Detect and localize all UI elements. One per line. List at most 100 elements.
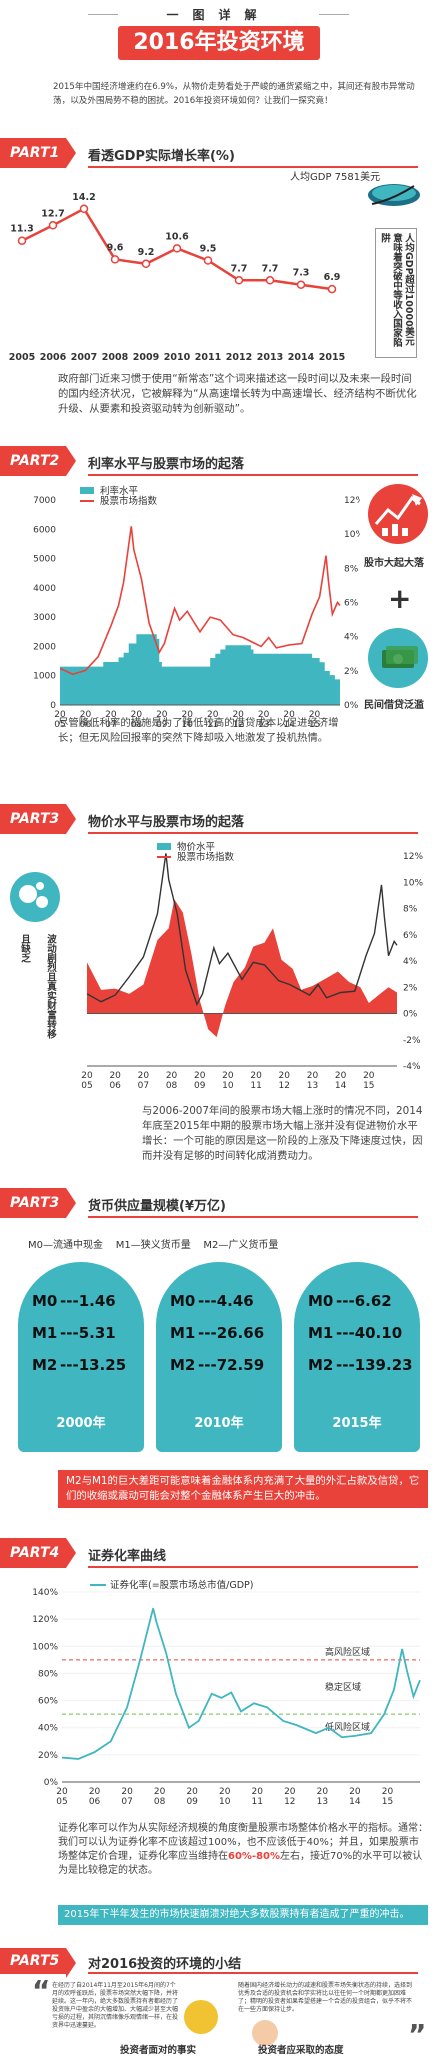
x-tick-label: 20 10 [222, 1071, 234, 1091]
part1-rule [88, 166, 418, 168]
gdp-value-label: 7.7 [231, 263, 248, 274]
quote-open: “ [32, 1974, 51, 2007]
right-tick-label: 8% [403, 905, 418, 915]
x-tick-label: 20 13 [307, 1071, 319, 1091]
x-tick-label: 20 10 [182, 710, 194, 730]
dash: --- [336, 1324, 355, 1342]
gdp-year-label: 2015 [319, 352, 345, 360]
part3b-tag: PART3 [0, 1188, 76, 1218]
lending-icon [368, 628, 428, 688]
gdp-point [17, 236, 27, 245]
part4-text-a: 证券化率可以作为从实际经济规模的角度衡量股票市场整体价格水平的指标。通常：我们可… [58, 1823, 428, 1862]
part4-text-b: 左右，接近70%的水平可以被认为是比较稳定的状态。 [58, 1851, 423, 1876]
part4-rule [88, 1566, 418, 1568]
quote-close: ” [408, 2018, 427, 2051]
dash: --- [60, 1324, 79, 1342]
gdp-year-label: 2011 [195, 352, 221, 360]
x-tick-label: 20 08 [154, 1787, 166, 1807]
m2-row: M2 ---13.25 [32, 1356, 136, 1374]
gdp-year-label: 2008 [102, 352, 129, 360]
m1-row: M1 ---5.31 [32, 1324, 136, 1342]
x-tick-label: 20 09 [156, 710, 168, 730]
left-tick-label: 0 [50, 701, 56, 711]
right-tick-label: 6% [344, 599, 359, 609]
part3-side-label: 波动剧烈且真实财富转移 [45, 934, 56, 1039]
m1-value: 26.66 [216, 1324, 265, 1342]
x-tick-label: 20 15 [309, 710, 321, 730]
m0-row: M0 ---1.46 [32, 1292, 136, 1310]
legend-price-text: 物价水平 [177, 841, 216, 853]
x-tick-label: 20 15 [363, 1071, 375, 1091]
m1-label: M1 [32, 1324, 58, 1342]
gdp-point [110, 255, 120, 264]
x-tick-label: 20 12 [284, 1787, 296, 1807]
x-tick-label: 20 11 [252, 1787, 264, 1807]
part3-title: 物价水平与股票市场的起落 [88, 815, 245, 830]
m0-value: 6.62 [354, 1292, 392, 1310]
right-tick-label: 4% [403, 957, 418, 967]
right-tick-label: -4% [403, 1062, 421, 1072]
gdp-point [327, 284, 337, 294]
right-tick-label: 8% [344, 564, 359, 574]
y-tick-label: 100% [32, 1642, 58, 1652]
gdp-point [172, 244, 182, 253]
part5-tag: PART5 [0, 1948, 76, 1978]
intro-text: 2015年中国经济增速约在6.9%，从物价走势看处于严峻的通货紧缩之中，其间还有… [53, 82, 415, 106]
m0-value: 1.46 [78, 1292, 116, 1310]
x-tick-label: 20 11 [250, 1071, 262, 1091]
x-tick-label: 20 12 [232, 710, 244, 730]
gdp-year-label: 2013 [257, 352, 283, 360]
y-tick-label: 140% [32, 1588, 58, 1598]
m2-label: M2 [308, 1356, 334, 1374]
m0-row: M0 ---6.62 [308, 1292, 412, 1310]
part4-text-highlight: 60%-80% [228, 1851, 281, 1862]
stock-index-line [86, 853, 398, 1007]
part2-text: 尽管降低利率的措施是为了降低较高的借贷成本以促进经济增长；但无风险回报率的突然下… [58, 717, 339, 744]
y-tick-label: 20% [38, 1751, 58, 1761]
dash: --- [198, 1356, 217, 1374]
y-tick-label: 40% [38, 1724, 58, 1734]
y-tick-label: 60% [38, 1697, 58, 1707]
right-caption: 投资者应采取的态度 [258, 2045, 344, 2056]
gdp-value-label: 9.5 [200, 244, 217, 255]
part4-note: 2015年下半年发生的市场快速崩溃对绝大多数股票持有者造成了严重的冲击。 [58, 1905, 428, 1925]
gdp-year-label: 2012 [226, 352, 252, 360]
dash: --- [336, 1356, 355, 1374]
zone-low-label: 低风险区域 [325, 1721, 370, 1733]
left-tick-label: 4000 [33, 584, 56, 594]
stock-crash-icon [368, 484, 428, 544]
m1-label: M1 [170, 1324, 196, 1342]
money-note: M2与M1的巨大差距可能意味着金融体系内充满了大量的外汇占款及信贷，它们的收缩或… [58, 1470, 428, 1508]
stock-index-line [59, 526, 341, 676]
gdp-value-label: 11.3 [10, 224, 33, 235]
x-tick-label: 20 10 [219, 1787, 231, 1807]
x-tick-label: 20 05 [56, 1787, 68, 1807]
dash: --- [198, 1324, 217, 1342]
money-column-2015: M0 ---6.62 M1 ---40.10 M2 ---139.23 2015年 [294, 1262, 420, 1452]
left-tick-label: 1000 [33, 672, 56, 682]
part3-text: 与2006-2007年间的股票市场大幅上涨时的情况不同，2014年底至2015年… [142, 1105, 423, 1162]
part5-left-text: 在经历了自2014年11月至2015年6月间的7个月的欢呼雀跃后，股票市场突然大… [52, 1982, 179, 2029]
column-year: 2010年 [194, 1416, 244, 1431]
money-column-2000: M0 ---1.46 M1 ---5.31 M2 ---13.25 2000年 [18, 1262, 144, 1452]
gdp-year-label: 2014 [288, 352, 315, 360]
right-tick-label: 0% [344, 701, 359, 711]
gdp-value-label: 14.2 [72, 192, 95, 203]
part2-tag: PART2 [0, 446, 76, 476]
securitization-chart: 0% 20% 40% 60% 80% 100% 120% 140% 高风险区域稳定区域低风险区域… [32, 1579, 421, 1807]
dash: --- [60, 1292, 79, 1310]
right-tick-label: 2% [403, 983, 418, 993]
x-tick-label: 20 08 [166, 1071, 178, 1091]
m2-label: M2 [170, 1356, 196, 1374]
gdp-year-label: 2007 [71, 352, 97, 360]
part3b-title: 货币供应量规模(¥万亿) [88, 1199, 226, 1214]
right-tick-label: 2% [344, 667, 359, 677]
left-tick-label: 6000 [33, 525, 56, 535]
x-tick-label: 20 12 [279, 1071, 291, 1091]
part3-tag: PART3 [0, 804, 76, 834]
gdp-point [79, 204, 89, 214]
x-tick-label: 20 08 [131, 710, 143, 730]
m0-value: 4.46 [216, 1292, 254, 1310]
part3-side-label-b: 且缺乏 [19, 934, 30, 963]
